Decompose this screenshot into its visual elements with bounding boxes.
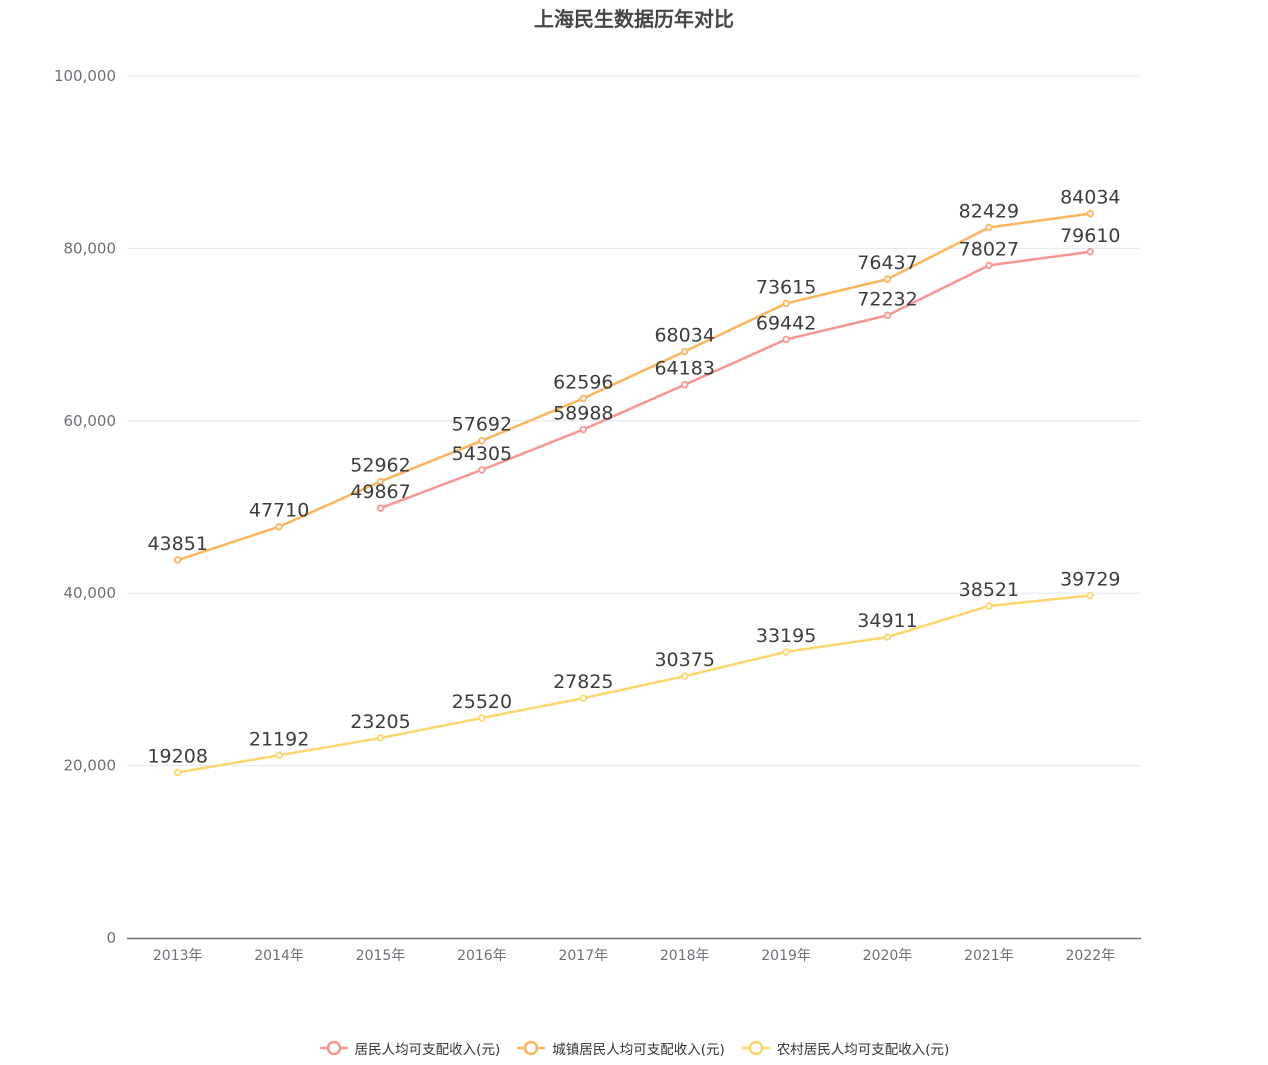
data-point[interactable] — [376, 504, 385, 512]
data-value-label: 69442 — [756, 312, 816, 334]
data-point[interactable] — [782, 335, 790, 344]
x-tick-label: 2018年 — [660, 948, 710, 964]
data-point[interactable] — [478, 714, 486, 722]
data-point[interactable] — [376, 477, 385, 486]
data-point[interactable] — [985, 223, 993, 232]
data-point[interactable] — [1086, 591, 1094, 600]
data-point[interactable] — [782, 648, 790, 656]
legend-label: 居民人均可支配收入(元) — [354, 1042, 501, 1058]
series-line — [177, 212, 1091, 562]
data-point[interactable] — [173, 556, 182, 564]
y-tick-label: 20,000 — [64, 757, 117, 775]
data-point[interactable] — [579, 425, 587, 434]
y-axis: 0 20,000 40,000 60,000 80,000 100,000 — [54, 67, 116, 947]
legend-line-circle-icon — [741, 1040, 770, 1056]
data-value-label: 64183 — [654, 358, 714, 380]
x-axis: 2013年 2014年 2015年 2016年 2017年 2018年 2019年 2020年… — [127, 937, 1141, 964]
data-value-label: 76437 — [857, 252, 917, 274]
data-value-label: 47710 — [249, 500, 309, 522]
data-point[interactable] — [579, 394, 587, 403]
chart-title: 上海民生数据历年对比 — [534, 7, 734, 31]
data-point[interactable] — [1086, 248, 1094, 256]
data-point[interactable] — [478, 466, 486, 474]
data-point[interactable] — [883, 275, 892, 283]
data-value-label: 19208 — [147, 745, 207, 767]
data-point[interactable] — [275, 523, 283, 531]
legend-item-resident-income[interactable]: 居民人均可支配收入(元) — [319, 1038, 501, 1058]
data-value-label: 25520 — [452, 691, 512, 713]
data-value-label: 72232 — [857, 288, 917, 310]
series-line — [380, 250, 1091, 510]
data-value-label: 58988 — [553, 403, 613, 425]
data-value-label: 38521 — [959, 579, 1019, 601]
data-point[interactable] — [985, 261, 993, 270]
data-point[interactable] — [1086, 209, 1094, 218]
data-value-label: 62596 — [553, 371, 613, 393]
x-tick-label: 2022年 — [1065, 948, 1115, 964]
series-lines — [173, 209, 1094, 777]
data-point[interactable] — [376, 734, 385, 742]
data-value-label: 39729 — [1060, 569, 1120, 591]
grid-lines — [127, 75, 1141, 767]
data-point[interactable] — [275, 751, 283, 760]
data-value-label: 43851 — [147, 533, 207, 555]
data-point[interactable] — [478, 436, 486, 445]
data-point[interactable] — [883, 633, 892, 641]
data-point[interactable] — [883, 311, 892, 320]
series-line — [177, 594, 1091, 774]
data-value-label: 33195 — [756, 625, 816, 647]
data-point[interactable] — [681, 381, 689, 389]
data-value-label: 34911 — [857, 610, 917, 632]
legend-line-circle-icon — [319, 1040, 348, 1056]
data-value-label: 73615 — [756, 276, 816, 298]
data-point[interactable] — [579, 694, 587, 702]
data-value-label: 84034 — [1060, 187, 1120, 209]
y-tick-label: 60,000 — [64, 412, 117, 430]
legend-label: 农村居民人均可支配收入(元) — [776, 1042, 950, 1058]
legend: 居民人均可支配收入(元) 城镇居民人均可支配收入(元) 农村居民人均可支配收入(… — [0, 1038, 1268, 1058]
x-tick-label: 2016年 — [457, 948, 507, 964]
data-value-label: 21192 — [249, 728, 309, 750]
data-point[interactable] — [173, 768, 182, 777]
x-tick-label: 2013年 — [153, 948, 203, 964]
data-value-label: 57692 — [452, 414, 512, 436]
data-point[interactable] — [681, 672, 689, 680]
data-value-label: 54305 — [452, 443, 512, 465]
x-tick-label: 2014年 — [254, 948, 304, 964]
x-tick-label: 2020年 — [863, 948, 913, 964]
data-point[interactable] — [985, 602, 993, 610]
y-tick-label: 40,000 — [64, 584, 117, 602]
x-tick-label: 2015年 — [356, 948, 406, 964]
legend-item-urban-income[interactable]: 城镇居民人均可支配收入(元) — [516, 1038, 725, 1058]
data-value-label: 27825 — [553, 671, 613, 693]
data-point[interactable] — [782, 299, 790, 308]
legend-line-circle-icon — [517, 1040, 546, 1056]
y-tick-label: 0 — [106, 929, 116, 947]
legend-label: 城镇居民人均可支配收入(元) — [552, 1042, 725, 1058]
data-value-label: 49867 — [350, 481, 410, 503]
data-value-label: 52962 — [350, 454, 410, 476]
x-tick-label: 2017年 — [558, 948, 608, 964]
y-tick-label: 80,000 — [64, 239, 117, 257]
x-tick-label: 2021年 — [964, 948, 1014, 964]
data-value-label: 68034 — [654, 325, 714, 347]
y-tick-label: 100,000 — [54, 67, 116, 85]
data-point[interactable] — [681, 347, 689, 356]
x-tick-label: 2019年 — [761, 948, 811, 964]
legend-item-rural-income[interactable]: 农村居民人均可支配收入(元) — [741, 1038, 950, 1058]
data-value-label: 30375 — [654, 649, 714, 671]
data-labels: 49867 54305 58988 64183 69442 72232 78027 79610… — [147, 187, 1120, 768]
data-value-label: 82429 — [959, 200, 1019, 222]
data-value-label: 79610 — [1060, 225, 1120, 247]
data-value-label: 78027 — [959, 238, 1019, 260]
data-value-label: 23205 — [350, 711, 410, 733]
